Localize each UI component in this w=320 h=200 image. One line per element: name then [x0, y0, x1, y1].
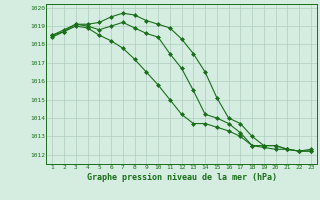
X-axis label: Graphe pression niveau de la mer (hPa): Graphe pression niveau de la mer (hPa)	[87, 173, 276, 182]
